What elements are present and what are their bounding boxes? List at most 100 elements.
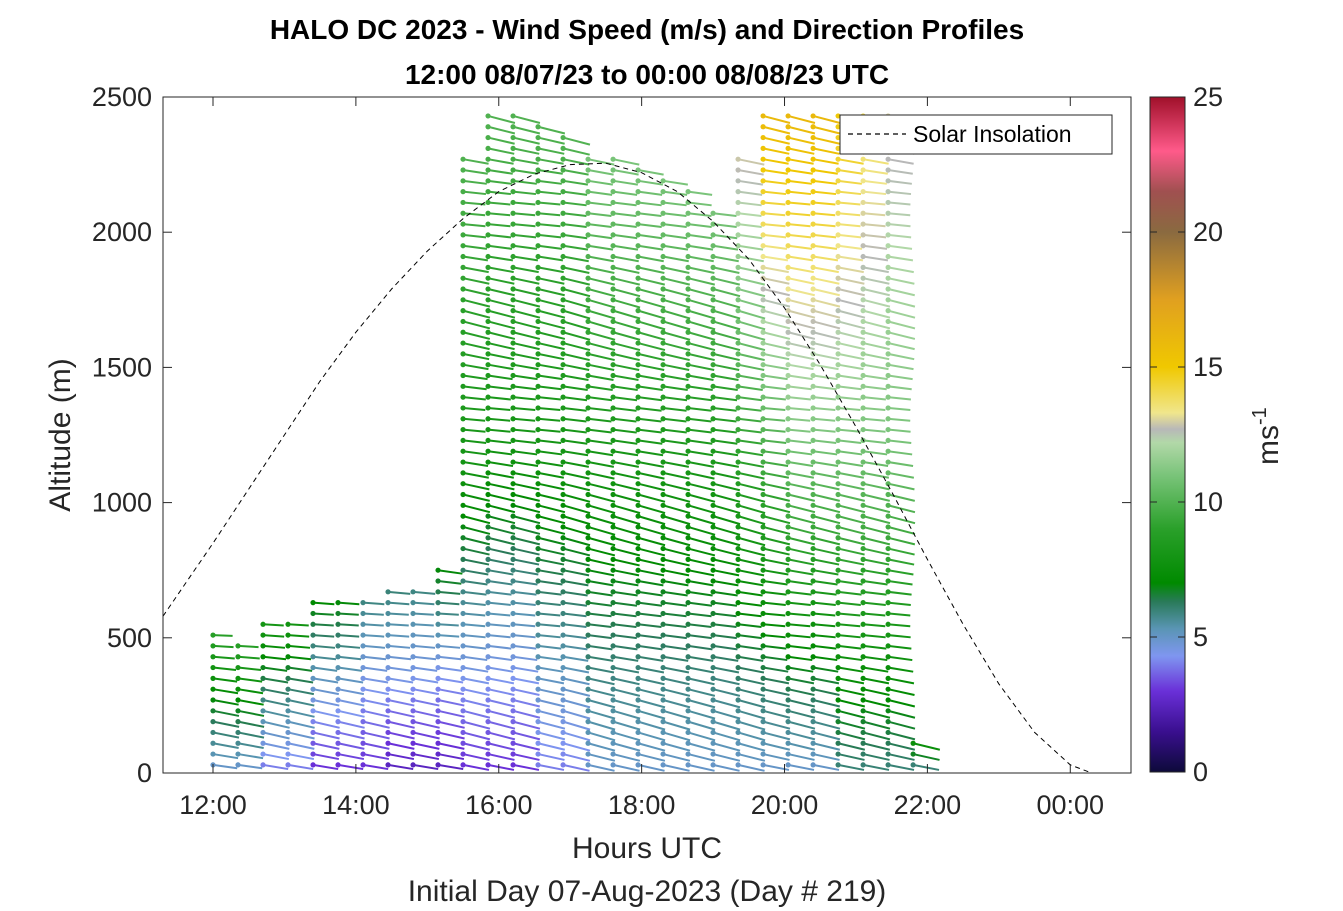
wind-barb-point — [385, 675, 391, 681]
wind-barb-shaft — [587, 450, 614, 457]
wind-barb-point — [760, 697, 766, 703]
wind-barb-point — [835, 156, 841, 162]
wind-barb-shaft — [612, 525, 641, 536]
wind-barb-shaft — [762, 223, 786, 228]
wind-barb-point — [835, 513, 841, 519]
wind-barb-shaft — [537, 298, 566, 308]
wind-barb-point — [760, 643, 766, 649]
wind-barb-shaft — [537, 125, 566, 135]
wind-barb-shaft — [487, 677, 515, 685]
wind-barb-point — [510, 362, 516, 368]
wind-barb-shaft — [262, 709, 290, 718]
wind-barb-shaft — [812, 580, 838, 586]
wind-barb-shaft — [262, 655, 287, 661]
wind-barb-shaft — [612, 417, 637, 423]
wind-barb-shaft — [262, 731, 290, 740]
wind-barb-shaft — [812, 590, 837, 596]
wind-barb-point — [685, 297, 691, 303]
wind-barb-shaft — [462, 753, 490, 761]
wind-barb-shaft — [262, 720, 290, 729]
wind-barb-shaft — [812, 342, 840, 351]
wind-barb-point — [835, 556, 841, 562]
wind-barb-point — [485, 426, 491, 433]
wind-barb-shaft — [762, 450, 788, 456]
wind-barb-shaft — [637, 666, 665, 674]
wind-barb-shaft — [612, 352, 640, 362]
wind-barb-shaft — [662, 471, 690, 480]
wind-barb-shaft — [487, 612, 511, 617]
wind-barb-shaft — [812, 601, 836, 606]
wind-barb-shaft — [862, 655, 888, 662]
wind-barb-point — [260, 675, 266, 681]
wind-barb-point — [685, 545, 691, 552]
wind-barb-point — [910, 751, 916, 757]
wind-barb-point — [560, 621, 566, 627]
wind-barb-shaft — [712, 277, 741, 286]
wind-barb-shaft — [362, 763, 389, 771]
wind-barb-point — [560, 394, 566, 400]
wind-barb-point — [510, 178, 516, 184]
wind-barb-shaft — [612, 731, 641, 742]
wind-barb-point — [510, 253, 516, 260]
wind-barb-point — [735, 308, 741, 314]
wind-barb-point — [660, 632, 666, 638]
wind-barb-shaft — [712, 266, 740, 274]
wind-barb-shaft — [812, 536, 841, 546]
wind-barb-point — [735, 340, 741, 346]
wind-barb-point — [635, 729, 641, 736]
wind-barb-point — [785, 394, 791, 400]
wind-barb-point — [635, 362, 641, 368]
wind-barb-shaft — [812, 763, 840, 771]
wind-barb-point — [810, 145, 816, 151]
wind-barb-point — [710, 600, 716, 606]
wind-barb-shaft — [337, 763, 364, 771]
wind-barb-point — [485, 145, 491, 151]
wind-barb-point — [735, 654, 741, 660]
wind-barb-point — [860, 751, 866, 757]
wind-barb-point — [510, 437, 516, 444]
wind-barb-point — [660, 729, 666, 736]
wind-barb-shaft — [787, 536, 816, 546]
wind-barb-shaft — [813, 223, 836, 228]
wind-barb-shaft — [587, 655, 614, 662]
wind-barb-shaft — [412, 634, 435, 638]
wind-barb-shaft — [737, 634, 762, 640]
wind-barb-shaft — [462, 655, 488, 662]
wind-barb-shaft — [537, 385, 562, 391]
wind-barb-point — [560, 221, 566, 227]
wind-barb-shaft — [737, 471, 765, 480]
wind-barb-point — [810, 405, 816, 411]
wind-barb-point — [860, 232, 866, 238]
wind-barb-point — [610, 762, 616, 768]
wind-barb-point — [485, 643, 491, 649]
wind-barb-shaft — [662, 298, 691, 309]
wind-barb-shaft — [762, 114, 791, 124]
wind-barb-point — [885, 308, 891, 314]
wind-barb-shaft — [838, 634, 861, 639]
wind-barb-point — [710, 697, 716, 703]
wind-barb-shaft — [462, 612, 486, 617]
wind-barb-shaft — [837, 450, 863, 456]
wind-barb-point — [785, 708, 791, 714]
wind-barb-shaft — [737, 763, 765, 772]
wind-barb-shaft — [512, 493, 540, 502]
wind-barb-shaft — [437, 612, 459, 616]
wind-barb-shaft — [337, 731, 365, 740]
wind-barb-shaft — [813, 612, 836, 617]
wind-barb-point — [835, 232, 841, 238]
wind-barb-point — [610, 351, 616, 357]
wind-barb-point — [210, 719, 216, 725]
wind-barb-point — [485, 762, 491, 768]
wind-barb-shaft — [512, 753, 540, 761]
wind-barb-point — [510, 372, 516, 379]
wind-barb-point — [460, 426, 466, 433]
wind-barb-point — [885, 567, 891, 573]
wind-barb-point — [585, 708, 591, 714]
wind-barb-shaft — [562, 190, 588, 196]
wind-barb-point — [810, 675, 816, 681]
wind-barb-point — [485, 708, 491, 714]
wind-barb-shaft — [487, 255, 514, 262]
wind-barb-shaft — [762, 493, 791, 502]
wind-barb-shaft — [537, 688, 565, 696]
